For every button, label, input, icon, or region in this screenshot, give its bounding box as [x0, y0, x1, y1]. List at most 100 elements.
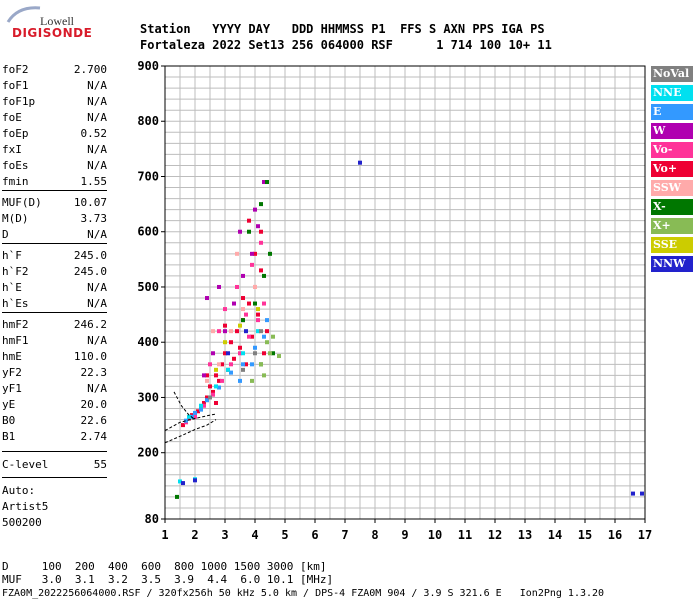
data-point — [247, 218, 251, 223]
param-row: h`F 245.0 — [2, 248, 107, 264]
x-tick-label: 10 — [428, 528, 442, 542]
param-name: hmE — [2, 350, 22, 363]
data-point — [262, 334, 266, 339]
data-point — [265, 318, 269, 323]
data-point — [217, 362, 221, 367]
data-point — [193, 410, 197, 415]
data-point — [268, 251, 272, 256]
legend-item-ssw: SSW — [651, 180, 693, 196]
data-point — [640, 491, 644, 496]
param-row: yE 20.0 — [2, 397, 107, 413]
y-tick-label: 400 — [137, 335, 159, 349]
param-name: C-level — [2, 458, 49, 471]
x-tick-label: 17 — [638, 528, 652, 542]
data-point — [250, 251, 254, 256]
data-point — [358, 160, 362, 165]
param-row: B0 22.6 — [2, 413, 107, 429]
x-tick-label: 15 — [578, 528, 592, 542]
param-value: 1.55 — [80, 175, 108, 188]
param-separator — [2, 243, 107, 244]
data-point — [241, 351, 245, 356]
data-point — [223, 307, 227, 312]
data-point — [223, 351, 227, 356]
param-separator — [2, 477, 107, 478]
data-point — [229, 340, 233, 345]
data-point — [259, 202, 263, 207]
y-tick-label: 80 — [145, 512, 159, 526]
param-name: D — [2, 228, 9, 241]
param-name: foEp — [2, 127, 29, 140]
data-point — [256, 318, 260, 323]
data-point — [208, 395, 212, 400]
y-tick-label: 700 — [137, 169, 159, 183]
data-point — [184, 418, 188, 423]
param-row: hmF1 N/A — [2, 333, 107, 349]
data-point — [217, 378, 221, 383]
param-row: fmin 1.55 — [2, 174, 107, 190]
param-value: 0.52 — [80, 127, 108, 140]
y-tick-label: 600 — [137, 225, 159, 239]
legend-item-w: W — [651, 123, 693, 139]
param-row: fxI N/A — [2, 142, 107, 158]
param-value: N/A — [87, 79, 107, 92]
param-value: 245.0 — [73, 265, 107, 278]
param-value: 22.6 — [80, 414, 108, 427]
param-row: h`Es N/A — [2, 296, 107, 312]
param-separator — [2, 190, 107, 191]
data-point — [241, 367, 245, 372]
param-value: N/A — [87, 111, 107, 124]
param-row: yF1 N/A — [2, 381, 107, 397]
data-point — [196, 409, 200, 414]
param-row: h`E N/A — [2, 280, 107, 296]
trace-line — [164, 419, 217, 444]
data-point — [259, 362, 263, 367]
y-tick-label: 900 — [137, 59, 159, 73]
data-point — [214, 400, 218, 405]
param-row: B1 2.74 — [2, 429, 107, 445]
y-tick-label: 200 — [137, 446, 159, 460]
data-point — [256, 307, 260, 312]
param-name: fxI — [2, 143, 22, 156]
data-point — [256, 224, 260, 229]
data-point — [199, 403, 203, 408]
data-point — [241, 307, 245, 312]
data-point — [223, 340, 227, 345]
param-name: yF2 — [2, 366, 22, 379]
data-point — [253, 351, 257, 356]
param-name: foEs — [2, 159, 29, 172]
data-point — [262, 180, 266, 185]
param-row: D N/A — [2, 227, 107, 243]
param-row: foEp 0.52 — [2, 126, 107, 142]
x-tick-label: 3 — [221, 528, 228, 542]
data-point — [226, 351, 230, 356]
data-point — [271, 351, 275, 356]
param-row: C-level 55 — [2, 457, 107, 473]
param-name: yF1 — [2, 382, 22, 395]
legend-item-nne: NNE — [651, 85, 693, 101]
param-name: yE — [2, 398, 16, 411]
legend-item-e: E — [651, 104, 693, 120]
param-row: foF1p N/A — [2, 94, 107, 110]
data-point — [193, 414, 197, 419]
logo-digisonde: DIGISONDE — [12, 26, 93, 40]
data-point — [259, 268, 263, 273]
param-name: foF2 — [2, 63, 29, 76]
trace-line — [164, 413, 217, 432]
x-tick-label: 6 — [311, 528, 318, 542]
param-name: hmF1 — [2, 334, 29, 347]
param-value: 3.73 — [80, 212, 108, 225]
auto-line: Auto: — [2, 484, 36, 497]
param-name: foE — [2, 111, 22, 124]
data-point — [187, 414, 191, 419]
data-point — [241, 362, 245, 367]
data-point — [205, 395, 209, 400]
trace-line — [173, 391, 196, 420]
data-point — [229, 329, 233, 334]
data-point — [262, 351, 266, 356]
data-point — [244, 329, 248, 334]
data-point — [226, 367, 230, 372]
data-point — [214, 373, 218, 378]
data-point — [250, 262, 254, 267]
data-point — [211, 392, 215, 397]
data-point — [247, 229, 251, 234]
